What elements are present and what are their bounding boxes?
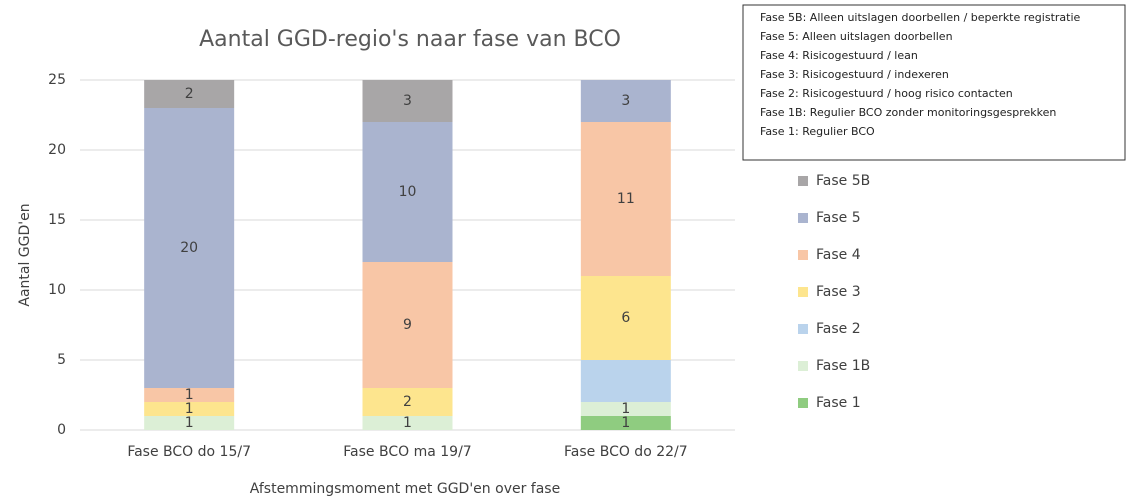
annotation: Fase 1B: Regulier BCO zonder monitorings… <box>760 106 1056 119</box>
data-label: 20 <box>180 240 198 256</box>
data-label: 11 <box>617 191 635 207</box>
data-label: 1 <box>185 387 194 403</box>
legend-swatch <box>798 324 808 334</box>
legend-swatch <box>798 398 808 408</box>
data-label: 10 <box>399 184 417 200</box>
bar-segment <box>362 122 453 262</box>
data-label: 9 <box>403 317 412 333</box>
legend-label: Fase 5B <box>816 173 870 189</box>
bar-segment <box>144 416 235 430</box>
bar-segment <box>580 80 671 122</box>
y-tick-label: 25 <box>48 72 66 88</box>
bar-segment <box>144 108 235 388</box>
x-tick-label: Fase BCO do 15/7 <box>127 444 251 460</box>
bar-segment <box>144 388 235 402</box>
data-label: 1 <box>621 401 630 417</box>
annotation: Fase 3: Risicogestuurd / indexeren <box>760 68 949 81</box>
bar-segment <box>580 122 671 276</box>
data-label: 6 <box>621 310 630 326</box>
x-tick-label: Fase BCO do 22/7 <box>564 444 688 460</box>
bar-segment <box>362 388 453 416</box>
legend-label: Fase 3 <box>816 284 861 300</box>
data-label: 2 <box>403 394 412 410</box>
y-tick-label: 10 <box>48 282 66 298</box>
annotation: Fase 5B: Alleen uitslagen doorbellen / b… <box>760 11 1081 24</box>
annotation-box <box>742 4 1126 161</box>
legend-swatch <box>798 176 808 186</box>
y-tick-label: 0 <box>57 422 66 438</box>
x-axis-title: Afstemmingsmoment met GGD'en over fase <box>250 481 560 497</box>
legend-swatch <box>798 361 808 371</box>
legend-swatch <box>798 250 808 260</box>
y-tick-label: 5 <box>57 352 66 368</box>
bar-segment <box>362 262 453 388</box>
data-label: 3 <box>621 93 630 109</box>
data-label: 1 <box>403 415 412 431</box>
bar-segment <box>580 276 671 360</box>
bar-segment <box>580 360 671 402</box>
data-label: 1 <box>185 401 194 417</box>
legend-label: Fase 1 <box>816 395 861 411</box>
annotation: Fase 2: Risicogestuurd / hoog risico con… <box>760 87 1013 100</box>
bar-segment <box>362 416 453 430</box>
data-label: 3 <box>403 93 412 109</box>
bar-segment <box>144 80 235 108</box>
data-label: 2 <box>185 86 194 102</box>
legend-label: Fase 1B <box>816 358 870 374</box>
x-tick-label: Fase BCO ma 19/7 <box>343 444 471 460</box>
y-tick-label: 20 <box>48 142 66 158</box>
chart-title: Aantal GGD-regio's naar fase van BCO <box>199 27 621 52</box>
data-label: 1 <box>621 415 630 431</box>
legend-swatch <box>798 213 808 223</box>
legend-swatch <box>798 287 808 297</box>
annotation: Fase 4: Risicogestuurd / lean <box>760 49 918 62</box>
annotation: Fase 5: Alleen uitslagen doorbellen <box>760 30 953 43</box>
y-axis-title: Aantal GGD'en <box>17 203 33 306</box>
bar-segment <box>580 416 671 430</box>
y-tick-label: 15 <box>48 212 66 228</box>
bar-segment <box>362 80 453 122</box>
bar-segment <box>580 402 671 416</box>
bar-segment <box>144 402 235 416</box>
legend-label: Fase 4 <box>816 247 861 263</box>
legend-label: Fase 2 <box>816 321 861 337</box>
data-label: 1 <box>185 415 194 431</box>
annotation: Fase 1: Regulier BCO <box>760 125 875 138</box>
legend-label: Fase 5 <box>816 210 861 226</box>
